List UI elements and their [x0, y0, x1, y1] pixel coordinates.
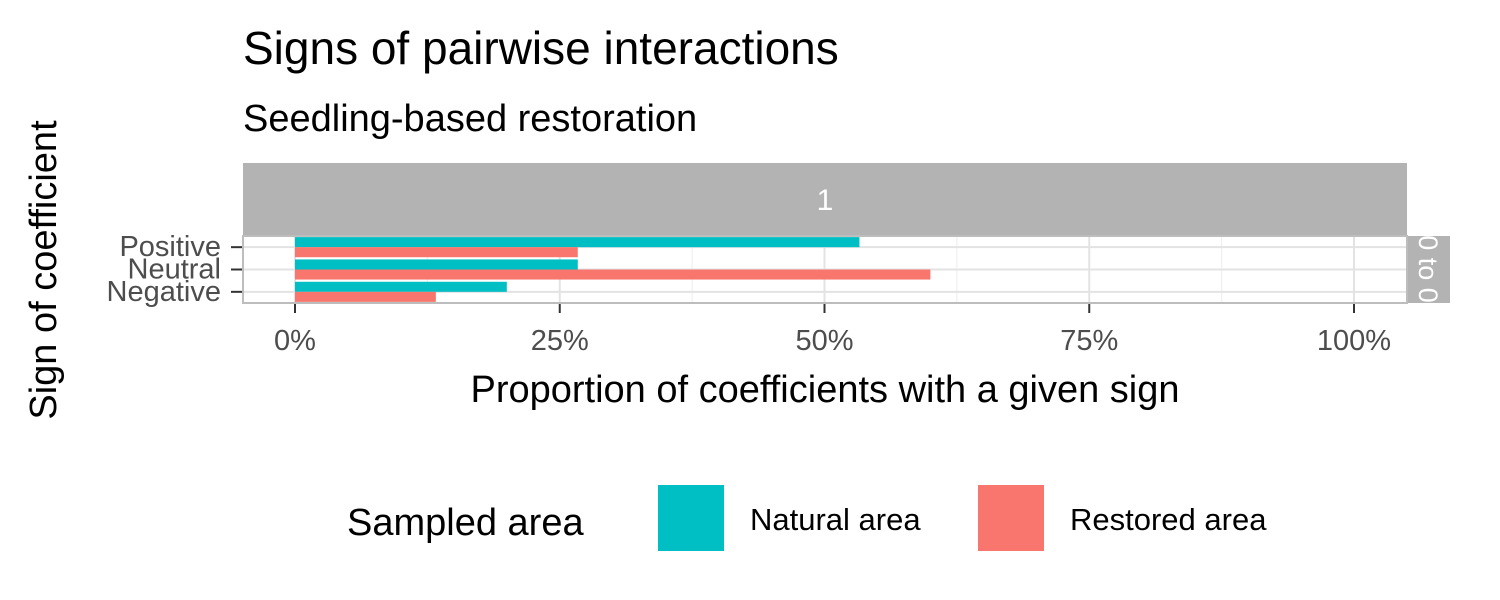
facet-strip-top — [243, 163, 1407, 236]
plot-panel-border — [242, 235, 1408, 304]
x-axis: 0% 25% 50% 75% 100% — [274, 303, 1391, 357]
y-tick-label: Neutral — [128, 254, 222, 286]
legend-key-restored-area — [978, 485, 1044, 551]
x-tick-label: 50% — [795, 325, 853, 357]
facet-strip-right-label: 0 to 0 — [1413, 235, 1443, 303]
bars-layer — [295, 237, 931, 302]
legend-label: Natural area — [750, 502, 921, 537]
legend-title: Sampled area — [347, 502, 584, 544]
y-tick-label: Positive — [119, 231, 221, 263]
legend: Sampled area Natural area Restored area — [347, 485, 1267, 551]
legend-label: Restored area — [1070, 502, 1267, 537]
x-axis-title: Proportion of coefficients with a given … — [470, 369, 1179, 411]
facet-strip-right — [1407, 236, 1450, 303]
legend-key-natural-area — [658, 485, 724, 551]
chart-title: Signs of pairwise interactions — [243, 22, 839, 74]
y-axis-title: Sign of coefficient — [23, 120, 65, 420]
bar-restored-area-positive — [295, 247, 578, 258]
chart-subtitle: Seedling-based restoration — [243, 98, 697, 140]
x-tick-label: 25% — [531, 325, 589, 357]
facet-strip-top-label: 1 — [817, 184, 834, 217]
bar-natural-area-neutral — [295, 259, 578, 270]
bar-restored-area-negative — [295, 291, 436, 302]
x-tick-label: 100% — [1317, 325, 1391, 357]
bar-natural-area-positive — [295, 237, 860, 248]
bar-restored-area-neutral — [295, 269, 931, 280]
y-tick-label: Negative — [107, 276, 221, 308]
x-tick-label: 0% — [274, 325, 316, 357]
bar-natural-area-negative — [295, 281, 507, 292]
x-tick-label: 75% — [1060, 325, 1118, 357]
